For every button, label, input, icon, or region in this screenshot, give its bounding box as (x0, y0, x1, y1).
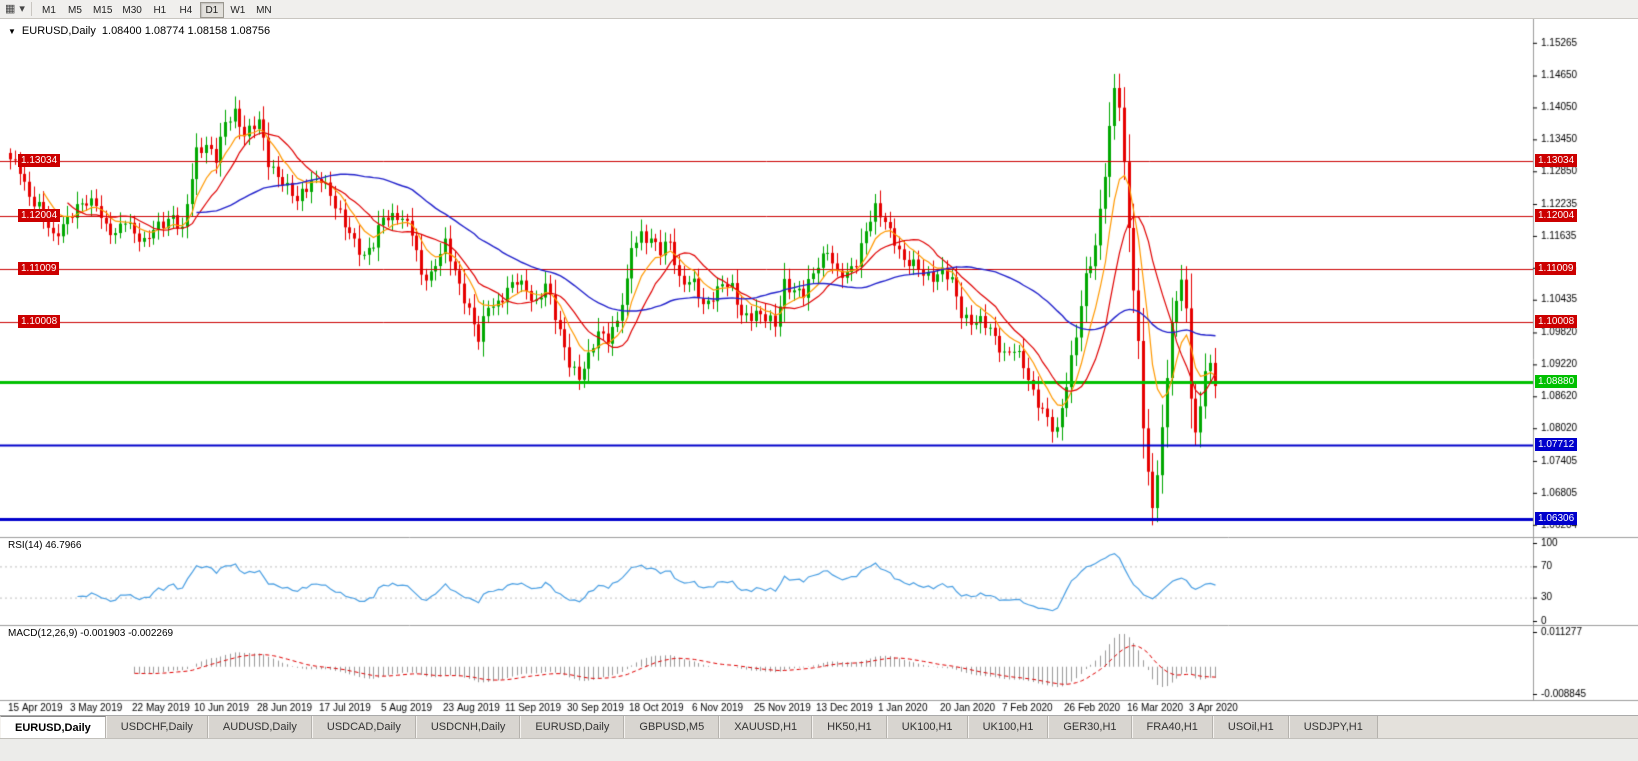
chart-title: ▼ EURUSD,Daily 1.08400 1.08774 1.08158 1… (8, 25, 270, 37)
hline-price-tag-right[interactable]: 1.11009 (1535, 262, 1577, 275)
timeframe-button-m15[interactable]: M15 (88, 2, 117, 19)
chart-tab-10[interactable]: UK100,H1 (967, 716, 1049, 738)
chart-tabs-bar: EURUSD,Daily USDCHF,Daily AUDUSD,Daily USDC… (0, 715, 1638, 738)
chart-tab-3[interactable]: USDCAD,Daily (311, 716, 416, 738)
chart-tab-2[interactable]: AUDUSD,Daily (207, 716, 312, 738)
timeframe-button-h1[interactable]: H1 (147, 2, 172, 19)
rsi-label: RSI(14) 46.7966 (8, 540, 82, 551)
chart-tab-8[interactable]: HK50,H1 (812, 716, 887, 738)
chart-tab-5[interactable]: EURUSD,Daily (520, 716, 625, 738)
hline-price-tag-right[interactable]: 1.13034 (1535, 154, 1578, 167)
timeframe-button-m5[interactable]: M5 (62, 2, 87, 19)
timeframe-button-h4[interactable]: H4 (173, 2, 198, 19)
chart-dropdown-icon[interactable]: ▾ (19, 3, 25, 15)
symbol-marker-icon: ▼ (8, 26, 16, 36)
price-chart-canvas[interactable] (0, 19, 1638, 715)
chart-type-icon[interactable]: ▦ (5, 3, 16, 15)
chart-tab-1[interactable]: USDCHF,Daily (105, 716, 208, 738)
hline-price-tag-left[interactable]: 1.10008 (18, 315, 61, 328)
chart-tab-14[interactable]: USDJPY,H1 (1288, 716, 1378, 738)
timeframe-button-m1[interactable]: M1 (36, 2, 61, 19)
hline-price-tag-left[interactable]: 1.12004 (18, 209, 61, 222)
symbol-name: EURUSD,Daily (21, 25, 96, 37)
hline-price-tag-right[interactable]: 1.10008 (1535, 315, 1578, 328)
chart-tab-4[interactable]: USDCNH,Daily (415, 716, 521, 738)
timeframe-button-m30[interactable]: M30 (118, 2, 146, 19)
toolbar-separator (30, 2, 32, 16)
hline-price-tag-right[interactable]: 1.06306 (1535, 512, 1578, 525)
chart-tab-9[interactable]: UK100,H1 (886, 716, 968, 738)
timeframe-button-mn[interactable]: MN (251, 2, 276, 19)
chart-tab-11[interactable]: GER30,H1 (1048, 716, 1132, 738)
hline-price-tag-right[interactable]: 1.08880 (1535, 375, 1578, 388)
macd-label: MACD(12,26,9) -0.001903 -0.002269 (8, 628, 174, 639)
hline-price-tag-right[interactable]: 1.07712 (1535, 438, 1578, 451)
chart-tab-6[interactable]: GBPUSD,M5 (624, 716, 720, 738)
timeframe-button-w1[interactable]: W1 (225, 2, 250, 19)
ohlc-values: 1.08400 1.08774 1.08158 1.08756 (101, 25, 271, 37)
chart-tab-13[interactable]: USOil,H1 (1212, 716, 1289, 738)
chart-tab-12[interactable]: FRA40,H1 (1131, 716, 1213, 738)
hline-price-tag-left[interactable]: 1.13034 (18, 154, 61, 167)
chart-tab-0[interactable]: EURUSD,Daily (0, 716, 106, 738)
timeframe-buttons-group: M1 M5 M15 M30 H1 H4 D1 W1 MN (36, 0, 277, 19)
hline-price-tag-left[interactable]: 1.11009 (18, 262, 60, 275)
timeframe-button-d1[interactable]: D1 (199, 2, 224, 19)
status-bar (0, 738, 1638, 761)
timeframe-toolbar: ▦ ▾ M1 M5 M15 M30 H1 H4 D1 W1 MN (0, 0, 1638, 19)
chart-window: ▼ EURUSD,Daily 1.08400 1.08774 1.08158 1… (0, 19, 1638, 715)
chart-tab-7[interactable]: XAUUSD,H1 (719, 716, 813, 738)
hline-price-tag-right[interactable]: 1.12004 (1535, 209, 1578, 222)
